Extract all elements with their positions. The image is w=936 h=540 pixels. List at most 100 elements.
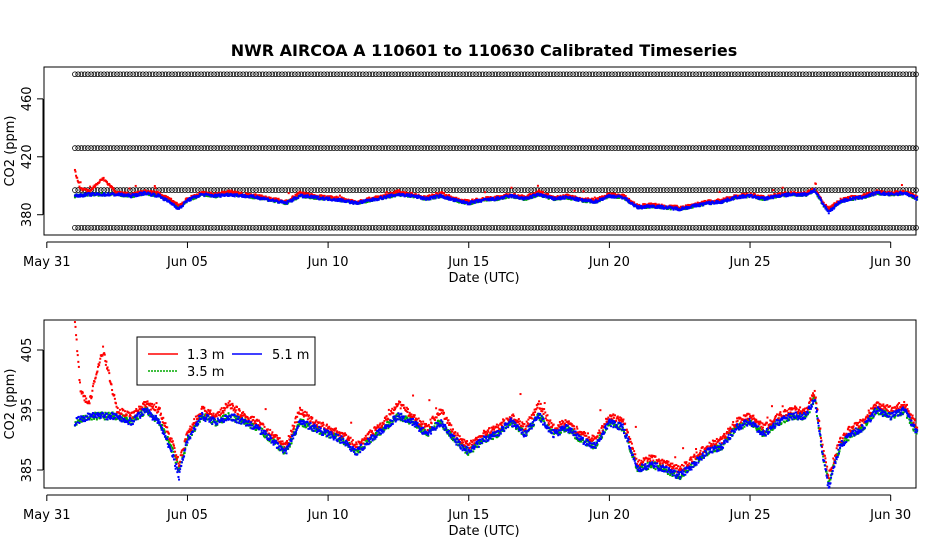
- data-point: [139, 191, 142, 194]
- data-point: [868, 195, 871, 198]
- calibration-point: [673, 71, 680, 78]
- data-point: [156, 190, 159, 193]
- calibration-point: [728, 145, 735, 151]
- data-point: [221, 191, 224, 194]
- data-point: [180, 206, 183, 209]
- calibration-point: [356, 224, 363, 231]
- data-point: [793, 190, 796, 193]
- data-point: [364, 200, 367, 203]
- data-point: [831, 205, 834, 208]
- data-point: [235, 193, 238, 196]
- data-point: [461, 202, 464, 205]
- data-point: [244, 196, 247, 199]
- calibration-point: [98, 145, 104, 151]
- calibration-point: [208, 145, 214, 151]
- calibration-point: [427, 187, 434, 193]
- calibration-point: [127, 71, 133, 78]
- calibration-point: [712, 71, 719, 78]
- data-point: [215, 195, 218, 198]
- data-point: [606, 194, 609, 197]
- calibration-point: [702, 71, 709, 78]
- calibration-point: [897, 71, 903, 78]
- data-point: [79, 181, 82, 184]
- data-point: [139, 190, 142, 193]
- calibration-point: [741, 187, 748, 193]
- data-point: [509, 193, 512, 196]
- calibration-point: [618, 187, 625, 193]
- calibration-point: [605, 187, 612, 193]
- calibration-point: [848, 224, 855, 231]
- calibration-point: [140, 71, 146, 78]
- data-point: [188, 199, 191, 202]
- calibration-point: [266, 71, 272, 78]
- calibration-point: [822, 145, 829, 151]
- calibration-point: [735, 187, 741, 193]
- calibration-point: [78, 224, 85, 231]
- calibration-point: [657, 71, 664, 78]
- data-point: [761, 198, 764, 201]
- calibration-point: [418, 145, 424, 151]
- calibration-point: [185, 145, 191, 151]
- calibration-point: [738, 224, 745, 231]
- data-point: [337, 199, 340, 202]
- data-point: [157, 193, 160, 196]
- data-point: [575, 199, 578, 202]
- data-point: [790, 190, 793, 193]
- data-point: [784, 191, 787, 194]
- calibration-point: [489, 224, 496, 231]
- calibration-point: [337, 71, 343, 78]
- data-point: [120, 194, 123, 197]
- calibration-point: [208, 71, 214, 78]
- calibration-point: [411, 187, 418, 193]
- calibration-point: [376, 145, 382, 151]
- calibration-point: [780, 224, 787, 231]
- calibration-point: [728, 71, 735, 78]
- calibration-point: [130, 71, 136, 78]
- calibration-point: [482, 71, 489, 78]
- calibration-point: [874, 224, 880, 231]
- data-point: [447, 196, 450, 199]
- data-point: [513, 193, 516, 196]
- calibration-point: [415, 71, 421, 78]
- data-point: [687, 204, 690, 207]
- data-point: [366, 201, 369, 204]
- calibration-point: [725, 71, 732, 78]
- data-point: [88, 192, 91, 195]
- calibration-point: [861, 187, 868, 193]
- calibration-point: [288, 187, 295, 193]
- data-point: [311, 197, 314, 200]
- calibration-point: [644, 145, 651, 151]
- data-point: [709, 200, 712, 203]
- data-point: [185, 200, 188, 203]
- calibration-point: [133, 145, 140, 151]
- calibration-point: [389, 145, 395, 151]
- data-point: [407, 195, 410, 198]
- calibration-point: [693, 145, 699, 151]
- calibration-point: [696, 145, 703, 151]
- data-point: [129, 195, 132, 198]
- calibration-point: [185, 187, 191, 193]
- data-point: [370, 197, 373, 200]
- calibration-point: [421, 224, 428, 231]
- calibration-point: [363, 145, 369, 151]
- data-point: [95, 192, 98, 195]
- calibration-point: [900, 71, 906, 78]
- calibration-point: [382, 224, 389, 231]
- calibration-point: [337, 187, 343, 193]
- calibration-point: [253, 71, 259, 78]
- data-point: [138, 194, 141, 197]
- data-point: [121, 193, 124, 196]
- data-point: [853, 195, 856, 198]
- calibration-point: [767, 224, 774, 231]
- data-point: [754, 193, 757, 196]
- data-point: [502, 195, 505, 198]
- data-point: [603, 196, 606, 199]
- calibration-point: [136, 145, 143, 151]
- data-point: [163, 199, 166, 202]
- calibration-point: [470, 187, 476, 193]
- data-point: [358, 201, 361, 204]
- data-point: [256, 197, 259, 200]
- calibration-point: [356, 71, 363, 78]
- calibration-point: [858, 187, 864, 193]
- calibration-point: [673, 187, 680, 193]
